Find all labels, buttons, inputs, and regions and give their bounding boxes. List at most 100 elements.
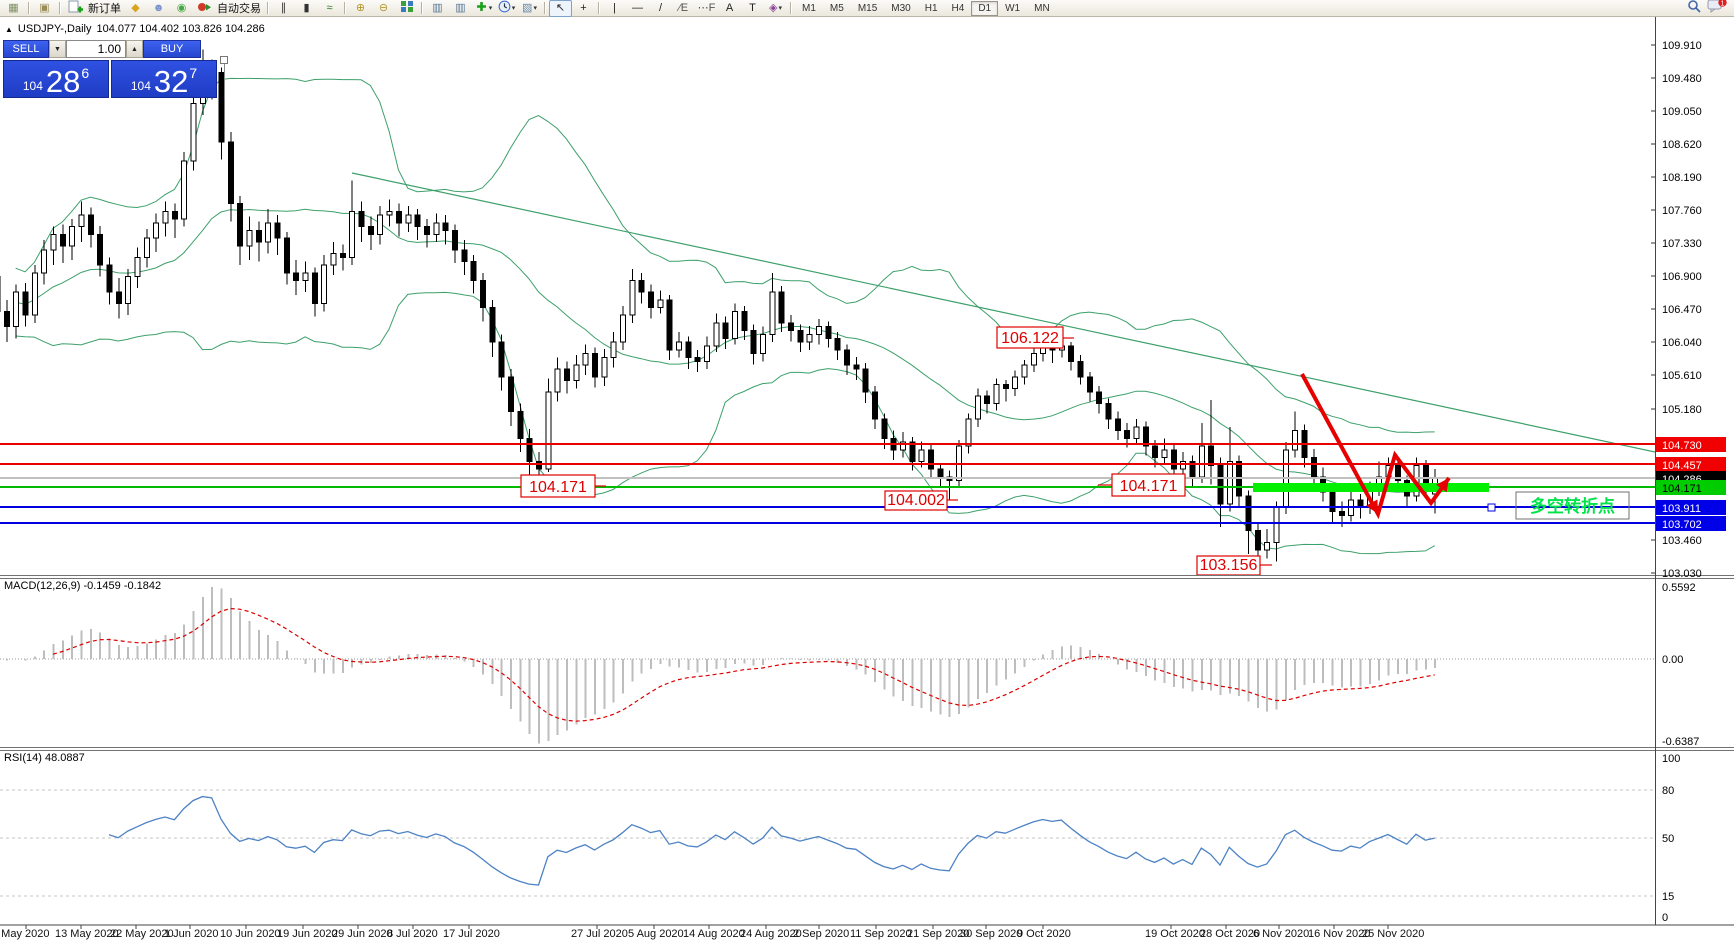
sell-button[interactable]: SELL bbox=[3, 40, 49, 58]
price-axis[interactable]: 109.910 109.480 109.050 108.620 108.190 107.7… bbox=[1651, 40, 1726, 924]
price-tag-104.171: 104.171 bbox=[1656, 480, 1726, 495]
vline-button[interactable]: | bbox=[603, 0, 626, 17]
new-order-button[interactable] bbox=[64, 0, 87, 17]
add-indicator-button[interactable]: ▾ bbox=[472, 0, 495, 17]
auto-scroll-icon[interactable]: ▥ bbox=[449, 0, 472, 17]
candle-body bbox=[1086, 376, 1093, 393]
notifications-icon[interactable]: 1 bbox=[1707, 0, 1727, 18]
search-icon[interactable] bbox=[1687, 0, 1702, 18]
price-annotation-103.156[interactable]: 103.156 bbox=[1196, 555, 1272, 575]
main-chart-pane[interactable]: 106.122 104.171 104.002 104.171 103.156 多空转折点 bbox=[0, 49, 1655, 575]
candle-body bbox=[601, 357, 608, 378]
price-annotation-104.171[interactable]: 104.171 bbox=[520, 474, 606, 498]
zoom-in-icon[interactable]: ⊕ bbox=[349, 0, 372, 17]
candle-body bbox=[965, 418, 972, 447]
volume-input[interactable]: 1.00 bbox=[66, 40, 126, 58]
timeframe-m30-button[interactable]: M30 bbox=[891, 2, 911, 14]
trade-panel-handle[interactable] bbox=[224, 60, 225, 99]
buy-price-box[interactable]: 104 32 7 bbox=[111, 60, 217, 98]
price-tag-text: 104.171 bbox=[1662, 483, 1702, 495]
trend-zigzag-arrow[interactable] bbox=[1300, 373, 1451, 520]
timeframe-m5-button[interactable]: M5 bbox=[829, 2, 844, 14]
templates-button[interactable]: ▧ ▾ bbox=[518, 0, 541, 17]
trendline-button: / bbox=[658, 1, 663, 14]
zoom-out-icon[interactable]: ⊖ bbox=[372, 0, 395, 17]
sell-price-box[interactable]: 104 28 6 bbox=[3, 60, 109, 98]
rsi-scale-label: 15 bbox=[1662, 891, 1674, 903]
candle-body bbox=[974, 395, 981, 420]
candle-chart-icon[interactable]: ▮ bbox=[295, 0, 318, 17]
candle-body bbox=[246, 230, 253, 247]
candle-body bbox=[797, 330, 804, 343]
tile-windows-icon[interactable] bbox=[395, 0, 418, 17]
timeframe-m15-button[interactable]: M15 bbox=[857, 2, 878, 14]
candle-body bbox=[470, 260, 477, 282]
timeframe-h4-button[interactable]: H4 bbox=[951, 2, 965, 14]
toolbar-separator bbox=[421, 2, 423, 14]
timeframe-h1-button[interactable]: H1 bbox=[924, 2, 938, 14]
support-zone-band[interactable] bbox=[1253, 483, 1489, 492]
candle-body bbox=[1273, 507, 1280, 543]
line-chart-icon[interactable]: ≈ bbox=[318, 0, 341, 17]
trendline-button[interactable]: / bbox=[649, 0, 672, 17]
price-tag-bg bbox=[1656, 437, 1726, 452]
toolbar-separator bbox=[267, 2, 269, 14]
label-button[interactable]: T bbox=[741, 0, 764, 17]
preview-icon[interactable]: ▣ bbox=[33, 0, 56, 17]
candle-body bbox=[1170, 449, 1177, 470]
price-tag-104.457: 104.457 bbox=[1656, 457, 1726, 472]
candle-body bbox=[349, 210, 356, 258]
periods-button[interactable]: ▾ bbox=[495, 0, 518, 17]
line-selection-handle[interactable] bbox=[1487, 503, 1496, 512]
channel-button[interactable]: ⁄E bbox=[672, 0, 695, 17]
hline-button[interactable]: — bbox=[626, 0, 649, 17]
vline-button: | bbox=[613, 1, 616, 14]
annotation-text: 104.171 bbox=[1120, 478, 1178, 495]
chart-canvas[interactable]: 106.122 104.171 104.002 104.171 103.156 多空转折点… bbox=[0, 17, 1734, 941]
autotrade-button-label[interactable]: 自动交易 bbox=[217, 3, 261, 15]
market-watch-icon[interactable]: ▦ bbox=[2, 0, 25, 17]
price-annotation-104.171[interactable]: 104.171 bbox=[1098, 473, 1186, 497]
arrows-button[interactable]: ◈ ▾ bbox=[764, 0, 787, 17]
publish-icon[interactable]: ☻ bbox=[147, 0, 170, 17]
candle-body bbox=[647, 291, 654, 308]
volume-decrease-button[interactable]: ▼ bbox=[49, 40, 66, 58]
timeframe-m1-button[interactable]: M1 bbox=[802, 2, 816, 14]
price-tag-text: 103.911 bbox=[1662, 503, 1701, 515]
collapse-arrow-icon[interactable]: ▲ bbox=[5, 24, 13, 34]
candle-body bbox=[825, 326, 832, 339]
descending-trendline[interactable] bbox=[351, 172, 1655, 453]
candle-body bbox=[227, 141, 234, 205]
timeframe-mn-button[interactable]: MN bbox=[1034, 2, 1050, 14]
price-annotation-104.002[interactable]: 104.002 bbox=[884, 490, 958, 511]
cursor-button[interactable]: ↖ bbox=[549, 0, 572, 17]
candle-body bbox=[181, 160, 188, 220]
date-axis-label: 28 Oct 2020 bbox=[1200, 928, 1260, 940]
candle-body bbox=[685, 341, 692, 359]
volume-increase-button[interactable]: ▲ bbox=[126, 40, 143, 58]
text-button[interactable]: A bbox=[718, 0, 741, 17]
candle-body bbox=[713, 322, 720, 347]
styler-icon[interactable]: ◆ bbox=[124, 0, 147, 17]
bar-chart-icon[interactable]: ∥ bbox=[272, 0, 295, 17]
candle-body bbox=[1189, 460, 1196, 478]
rsi-pane[interactable] bbox=[0, 789, 1655, 897]
autotrade-button[interactable] bbox=[193, 0, 216, 17]
price-annotation-106.122[interactable]: 106.122 bbox=[996, 326, 1074, 349]
one-click-trade-panel: SELL ▼ 1.00 ▲ BUY 104 28 6 104 32 7 bbox=[3, 40, 219, 98]
timeframe-w1-button[interactable]: W1 bbox=[1005, 2, 1021, 14]
crosshair-button[interactable]: + bbox=[572, 0, 595, 17]
chart-shift-icon[interactable]: ▥ bbox=[426, 0, 449, 17]
note-box[interactable]: 多空转折点 bbox=[1515, 491, 1630, 520]
macd-pane[interactable] bbox=[0, 587, 1655, 744]
timeframe-d1-button[interactable]: D1 bbox=[971, 0, 999, 16]
buy-button[interactable]: BUY bbox=[143, 40, 201, 58]
fibonacci-button[interactable]: ⋯F bbox=[695, 0, 718, 17]
candle-body bbox=[386, 210, 393, 216]
signals-icon[interactable]: ◉ bbox=[170, 0, 193, 17]
new-order-button-label[interactable]: 新订单 bbox=[88, 3, 121, 15]
arrows-button: ◈ bbox=[769, 1, 778, 14]
trade-panel-handle-square[interactable] bbox=[220, 56, 228, 64]
candle-body bbox=[302, 272, 309, 282]
